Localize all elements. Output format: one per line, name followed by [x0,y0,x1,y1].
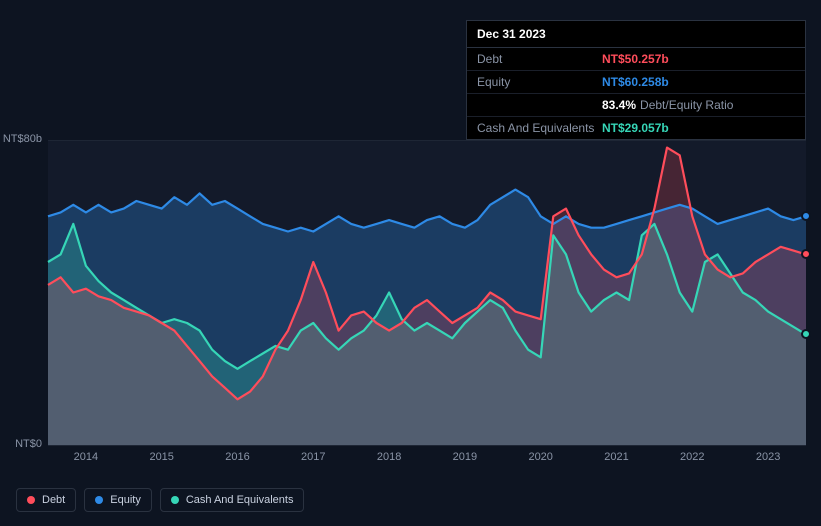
series-end-dot [801,211,811,221]
plot-area[interactable] [48,140,806,445]
y-axis-label: NT$80b [2,133,42,145]
legend-item-cash-and-equivalents[interactable]: Cash And Equivalents [160,488,305,512]
tooltip-date: Dec 31 2023 [467,21,805,48]
legend-dot-icon [27,496,35,504]
x-axis-label: 2019 [453,451,477,463]
tooltip-row-value: NT$60.258b [602,75,669,89]
gridline [48,140,806,141]
x-axis-label: 2015 [149,451,173,463]
tooltip-panel: Dec 31 2023 DebtNT$50.257bEquityNT$60.25… [466,20,806,140]
tooltip-row-label: Debt [477,52,602,66]
legend-item-equity[interactable]: Equity [84,488,152,512]
series-end-dot [801,249,811,259]
chart-container: NT$80bNT$0 20142015201620172018201920202… [16,125,806,505]
tooltip-row-label: Cash And Equivalents [477,121,602,135]
tooltip-row-value: 83.4% [602,98,636,112]
x-axis-label: 2018 [377,451,401,463]
x-axis-label: 2023 [756,451,780,463]
tooltip-row: Cash And EquivalentsNT$29.057b [467,117,805,139]
tooltip-row-label: Equity [477,75,602,89]
x-axis-labels: 2014 2015 2016 2017 2018 2019 2020 2021 2022 2023 [48,451,806,469]
tooltip-row-value: NT$50.257b [602,52,669,66]
tooltip-row: DebtNT$50.257b [467,48,805,71]
tooltip-row-label [477,98,602,112]
x-axis-label: 2017 [301,451,325,463]
y-axis-label: NT$0 [2,438,42,450]
x-axis-label: 2014 [74,451,98,463]
legend-label: Equity [110,494,141,506]
legend: Debt Equity Cash And Equivalents [16,488,304,512]
series-end-dot [801,329,811,339]
tooltip-row: 83.4% Debt/Equity Ratio [467,94,805,117]
legend-label: Debt [42,494,65,506]
gridline [48,445,806,446]
legend-dot-icon [171,496,179,504]
x-axis-label: 2020 [528,451,552,463]
tooltip-row-value: NT$29.057b [602,121,669,135]
legend-label: Cash And Equivalents [186,494,294,506]
tooltip-row-suffix: Debt/Equity Ratio [640,98,733,112]
tooltip-row: EquityNT$60.258b [467,71,805,94]
legend-dot-icon [95,496,103,504]
x-axis-label: 2016 [225,451,249,463]
x-axis-label: 2021 [604,451,628,463]
legend-item-debt[interactable]: Debt [16,488,76,512]
x-axis-label: 2022 [680,451,704,463]
